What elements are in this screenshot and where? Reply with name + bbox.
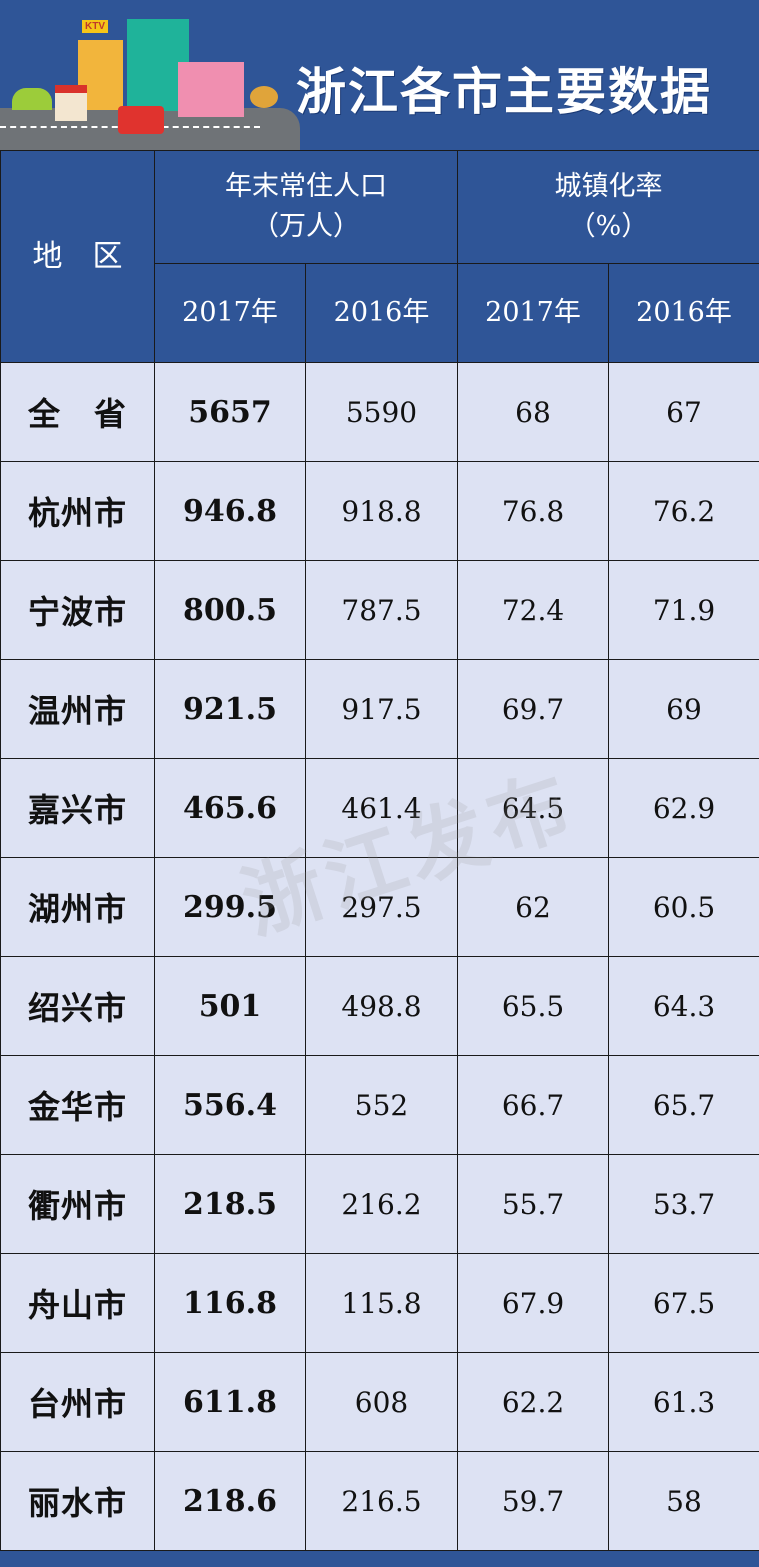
- table-row: 温州市 921.5 917.5 69.7 69: [0, 659, 759, 759]
- year-header: 2017年: [154, 263, 306, 363]
- region-cell: 金华市: [0, 1055, 155, 1155]
- value-cell-pop2017: 218.5: [154, 1154, 306, 1254]
- table-row: 绍兴市 501 498.8 65.5 64.3: [0, 956, 759, 1056]
- value-cell-pop2017: 556.4: [154, 1055, 306, 1155]
- value-cell-pop2017: 299.5: [154, 857, 306, 957]
- table-row: 台州市 611.8 608 62.2 61.3: [0, 1352, 759, 1452]
- pink-bank-icon: [178, 62, 244, 117]
- value-cell-pop2017: 116.8: [154, 1253, 306, 1353]
- region-cell: 丽水市: [0, 1451, 155, 1551]
- value-cell-urb2017: 76.8: [457, 461, 609, 561]
- value-cell-pop2017: 5657: [154, 362, 306, 462]
- value-cell-urb2016: 71.9: [608, 560, 759, 660]
- value-cell-urb2016: 60.5: [608, 857, 759, 957]
- bush-icon: [12, 88, 52, 110]
- value-cell-pop2016: 461.4: [305, 758, 458, 858]
- year-header: 2016年: [305, 263, 458, 363]
- table-row: 杭州市 946.8 918.8 76.8 76.2: [0, 461, 759, 561]
- value-cell-pop2017: 611.8: [154, 1352, 306, 1452]
- value-cell-urb2017: 72.4: [457, 560, 609, 660]
- region-header: 地 区: [0, 150, 155, 363]
- value-cell-urb2016: 76.2: [608, 461, 759, 561]
- region-cell: 绍兴市: [0, 956, 155, 1056]
- region-cell: 杭州市: [0, 461, 155, 561]
- population-header: 年末常住人口 （万人）: [154, 150, 458, 264]
- value-cell-pop2017: 800.5: [154, 560, 306, 660]
- value-cell-pop2016: 115.8: [305, 1253, 458, 1353]
- table-row: 衢州市 218.5 216.2 55.7 53.7: [0, 1154, 759, 1254]
- data-table: 地 区 年末常住人口 （万人） 城镇化率 （%） 2017年 2016年 2017年…: [0, 150, 759, 1551]
- value-cell-pop2016: 608: [305, 1352, 458, 1452]
- table-row: 嘉兴市 465.6 461.4 64.5 62.9: [0, 758, 759, 858]
- value-cell-urb2016: 67: [608, 362, 759, 462]
- value-cell-urb2016: 62.9: [608, 758, 759, 858]
- value-cell-urb2016: 58: [608, 1451, 759, 1551]
- value-cell-urb2016: 61.3: [608, 1352, 759, 1452]
- page-title: 浙江各市主要数据: [296, 63, 712, 121]
- urbanization-header: 城镇化率 （%）: [457, 150, 759, 264]
- table-row: 舟山市 116.8 115.8 67.9 67.5: [0, 1253, 759, 1353]
- value-cell-pop2017: 501: [154, 956, 306, 1056]
- region-cell: 舟山市: [0, 1253, 155, 1353]
- value-cell-urb2016: 67.5: [608, 1253, 759, 1353]
- value-cell-urb2016: 65.7: [608, 1055, 759, 1155]
- value-cell-pop2017: 218.6: [154, 1451, 306, 1551]
- value-cell-urb2017: 69.7: [457, 659, 609, 759]
- value-cell-urb2016: 53.7: [608, 1154, 759, 1254]
- value-cell-pop2017: 946.8: [154, 461, 306, 561]
- shop-icon: [55, 85, 87, 121]
- region-cell: 台州市: [0, 1352, 155, 1452]
- region-cell: 湖州市: [0, 857, 155, 957]
- banner: KTV 浙江各市主要数据: [0, 0, 759, 150]
- value-cell-urb2017: 59.7: [457, 1451, 609, 1551]
- table-row: 丽水市 218.6 216.5 59.7 58: [0, 1451, 759, 1551]
- bus-icon: [118, 106, 164, 134]
- value-cell-urb2016: 64.3: [608, 956, 759, 1056]
- value-cell-urb2017: 64.5: [457, 758, 609, 858]
- table-row: 全 省 5657 5590 68 67: [0, 362, 759, 462]
- value-cell-urb2017: 66.7: [457, 1055, 609, 1155]
- table-row: 宁波市 800.5 787.5 72.4 71.9: [0, 560, 759, 660]
- table-row: 湖州市 299.5 297.5 62 60.5: [0, 857, 759, 957]
- value-cell-urb2017: 68: [457, 362, 609, 462]
- value-cell-pop2016: 498.8: [305, 956, 458, 1056]
- value-cell-pop2017: 921.5: [154, 659, 306, 759]
- value-cell-pop2016: 297.5: [305, 857, 458, 957]
- region-cell: 衢州市: [0, 1154, 155, 1254]
- value-cell-urb2017: 65.5: [457, 956, 609, 1056]
- year-header: 2016年: [608, 263, 759, 363]
- value-cell-urb2017: 62.2: [457, 1352, 609, 1452]
- value-cell-pop2016: 917.5: [305, 659, 458, 759]
- value-cell-urb2016: 69: [608, 659, 759, 759]
- value-cell-pop2017: 465.6: [154, 758, 306, 858]
- value-cell-pop2016: 787.5: [305, 560, 458, 660]
- year-header: 2017年: [457, 263, 609, 363]
- tree-icon: [250, 86, 278, 108]
- region-cell: 宁波市: [0, 560, 155, 660]
- value-cell-urb2017: 55.7: [457, 1154, 609, 1254]
- value-cell-pop2016: 918.8: [305, 461, 458, 561]
- value-cell-pop2016: 216.5: [305, 1451, 458, 1551]
- table-row: 金华市 556.4 552 66.7 65.7: [0, 1055, 759, 1155]
- value-cell-urb2017: 62: [457, 857, 609, 957]
- region-cell: 嘉兴市: [0, 758, 155, 858]
- value-cell-pop2016: 552: [305, 1055, 458, 1155]
- region-cell: 全 省: [0, 362, 155, 462]
- region-cell: 温州市: [0, 659, 155, 759]
- value-cell-pop2016: 216.2: [305, 1154, 458, 1254]
- ktv-sign: KTV: [82, 20, 108, 33]
- value-cell-urb2017: 67.9: [457, 1253, 609, 1353]
- value-cell-pop2016: 5590: [305, 362, 458, 462]
